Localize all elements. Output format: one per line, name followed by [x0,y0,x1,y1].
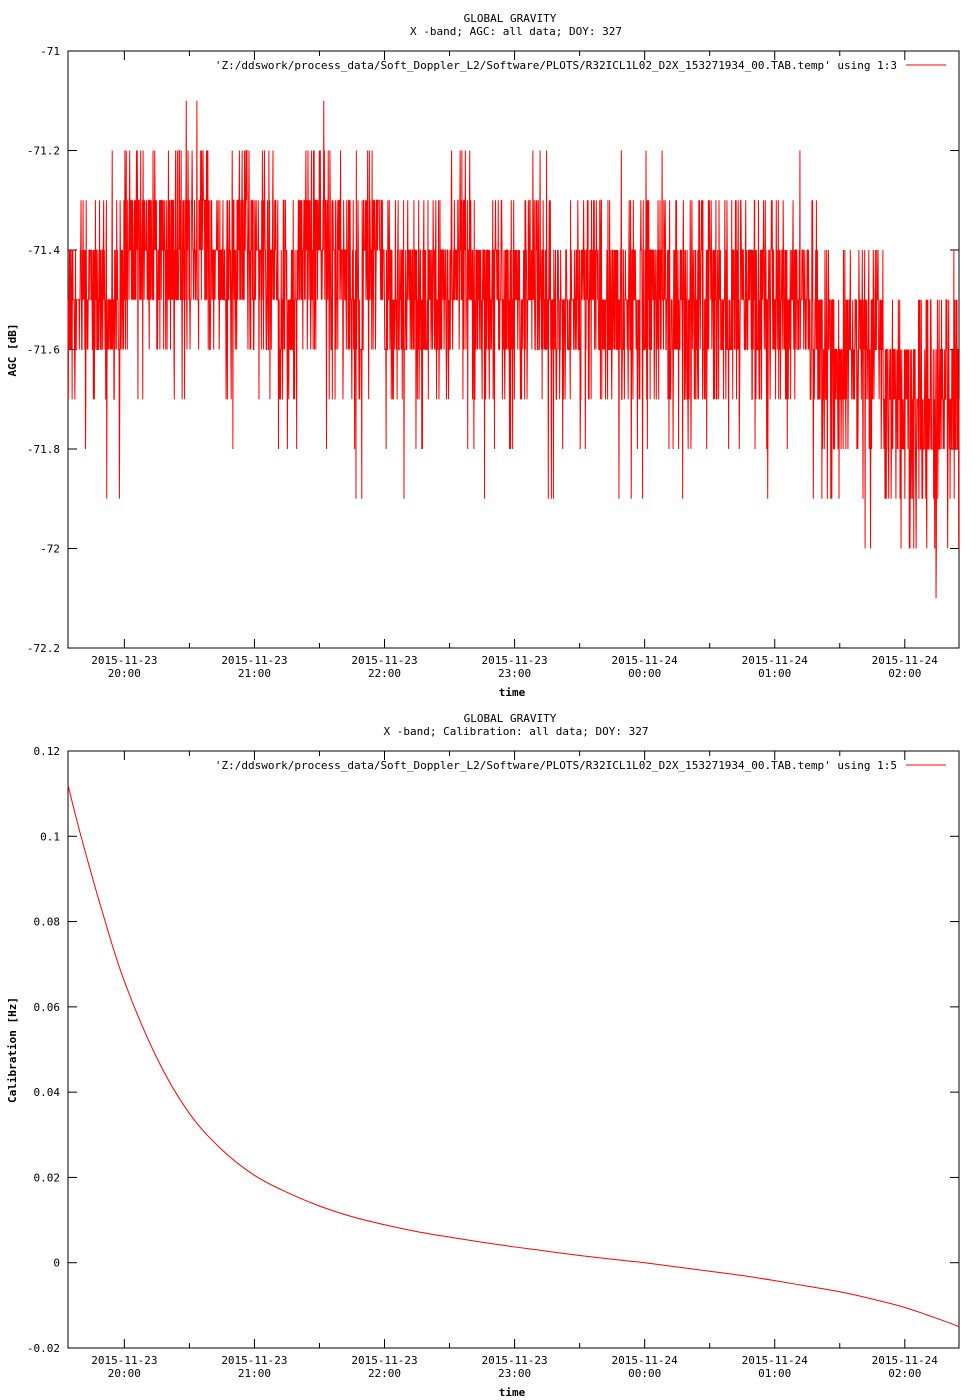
cal-x-tick-label: 2015-11-24 [742,1354,809,1367]
cal-legend-label: 'Z:/ddswork/process_data/Soft_Doppler_L2… [215,759,897,772]
cal-x-tick-label: 02:00 [888,1367,921,1380]
agc-y-tick-label: -72.2 [27,642,60,655]
agc-x-tick-label: 02:00 [888,667,921,680]
calibration-chart: GLOBAL GRAVITY X -band; Calibration: all… [6,712,960,1399]
cal-x-tick-label: 01:00 [758,1367,791,1380]
agc-y-tick-label: -71.6 [27,344,60,357]
agc-y-tick-label: -71.8 [27,443,60,456]
cal-chart-subtitle: X -band; Calibration: all data; DOY: 327 [384,725,649,738]
agc-x-tick-label: 20:00 [108,667,141,680]
cal-x-tick-label: 2015-11-23 [221,1354,287,1367]
cal-y-tick-label: 0 [53,1257,60,1270]
cal-y-tick-label: 0.1 [40,830,60,843]
cal-y-axis: 0.12 0.1 0.08 0.06 0.04 0.02 0 -0.02 [27,745,959,1355]
agc-legend-label: 'Z:/ddswork/process_data/Soft_Doppler_L2… [215,59,897,72]
cal-y-tick-label: 0.08 [34,916,61,929]
agc-x-tick-label: 23:00 [498,667,531,680]
cal-plot-frame [67,750,960,1349]
cal-x-tick-label: 22:00 [368,1367,401,1380]
agc-y-axis-label: AGC [dB] [6,324,19,377]
agc-x-tick-label: 2015-11-23 [351,654,417,667]
cal-x-tick-label: 2015-11-23 [481,1354,547,1367]
cal-x-tick-label: 23:00 [498,1367,531,1380]
agc-x-tick-label: 2015-11-24 [742,654,809,667]
cal-y-tick-label: 0.02 [34,1171,61,1184]
cal-x-tick-label: 2015-11-24 [612,1354,679,1367]
agc-x-tick-label: 22:00 [368,667,401,680]
cal-y-tick-label: 0.06 [34,1001,61,1014]
cal-chart-title: GLOBAL GRAVITY [464,712,557,725]
cal-y-tick-label: 0.12 [34,745,61,758]
agc-y-tick-label: -72 [40,543,60,556]
agc-x-axis: 2015-11-2320:002015-11-2321:002015-11-23… [91,51,938,680]
agc-x-tick-label: 2015-11-23 [221,654,287,667]
agc-chart-title: GLOBAL GRAVITY [464,12,557,25]
agc-chart-subtitle: X -band; AGC: all data; DOY: 327 [410,25,622,38]
cal-x-tick-label: 2015-11-23 [351,1354,417,1367]
agc-series-line [67,100,960,599]
agc-x-tick-label: 2015-11-24 [872,654,939,667]
cal-x-tick-label: 2015-11-23 [91,1354,157,1367]
agc-y-tick-label: -71.2 [27,145,60,158]
cal-x-tick-label: 00:00 [628,1367,661,1380]
agc-x-tick-label: 2015-11-23 [91,654,157,667]
cal-y-tick-label: -0.02 [27,1342,60,1355]
cal-series-line [67,784,960,1328]
cal-x-axis: 2015-11-2320:002015-11-2321:002015-11-23… [91,751,938,1380]
cal-x-tick-label: 2015-11-24 [872,1354,939,1367]
agc-x-tick-label: 21:00 [238,667,271,680]
agc-x-tick-label: 01:00 [758,667,791,680]
agc-x-axis-label: time [499,686,526,699]
cal-x-tick-label: 21:00 [238,1367,271,1380]
agc-x-tick-label: 2015-11-24 [612,654,679,667]
cal-y-tick-label: 0.04 [34,1086,61,1099]
agc-chart: GLOBAL GRAVITY X -band; AGC: all data; D… [6,12,960,699]
cal-x-tick-label: 20:00 [108,1367,141,1380]
agc-x-tick-label: 2015-11-23 [481,654,547,667]
agc-y-tick-label: -71.4 [27,244,60,257]
agc-x-tick-label: 00:00 [628,667,661,680]
cal-x-axis-label: time [499,1386,526,1399]
cal-y-axis-label: Calibration [Hz] [6,997,19,1103]
agc-y-tick-label: -71 [40,45,60,58]
